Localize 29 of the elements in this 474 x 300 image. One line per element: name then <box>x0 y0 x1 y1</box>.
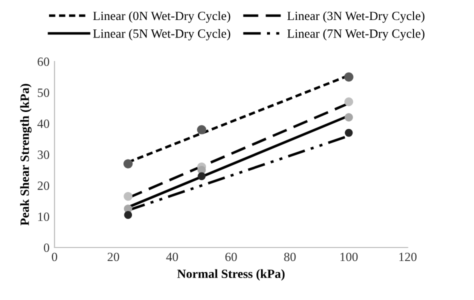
legend-label: Linear (5N Wet-Dry Cycle) <box>93 29 230 40</box>
point <box>197 125 206 134</box>
point <box>344 72 354 82</box>
x-tick-label: 20 <box>108 252 120 262</box>
point <box>123 159 133 168</box>
legend-label: Linear (0N Wet-Dry Cycle) <box>93 11 230 23</box>
y-tick-label: 0 <box>44 244 50 252</box>
y-tick-label: 10 <box>38 212 50 221</box>
x-tick-label: 100 <box>340 252 358 262</box>
point <box>124 192 132 201</box>
legend-label: Linear (7N Wet-Dry Cycle) <box>287 29 424 40</box>
point <box>124 211 132 219</box>
y-tick-label: 20 <box>38 182 50 190</box>
y-axis-title: Peak Shear Strength (kPa) <box>20 84 32 226</box>
x-tick-label: 120 <box>399 252 417 262</box>
legend-label: Linear (3N Wet-Dry Cycle) <box>287 11 424 23</box>
y-tick-label: 30 <box>38 150 50 159</box>
x-tick-label: 40 <box>166 252 178 262</box>
x-tick-label: 0 <box>52 252 58 262</box>
point <box>344 113 353 122</box>
x-tick-label: 60 <box>225 252 237 262</box>
point <box>344 97 354 106</box>
x-tick-label: 80 <box>284 252 296 262</box>
y-tick-label: 50 <box>38 88 50 97</box>
x-axis-title: Normal Stress (kPa) <box>177 269 285 281</box>
point <box>198 172 206 180</box>
y-tick-label: 60 <box>38 58 50 66</box>
point <box>344 128 353 137</box>
y-tick-label: 40 <box>37 120 50 128</box>
